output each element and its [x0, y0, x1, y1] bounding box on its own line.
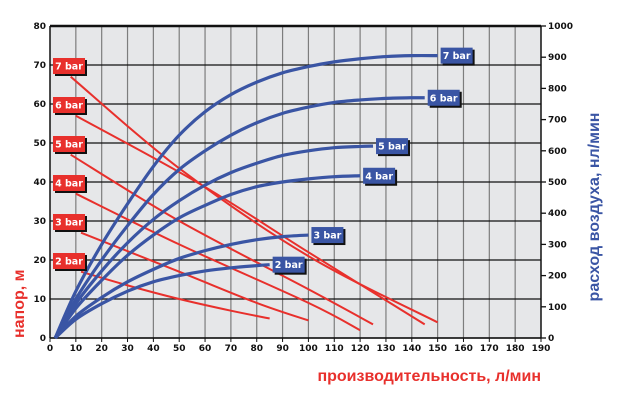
x-tick-label: 180 — [506, 344, 525, 354]
label-box — [53, 58, 85, 74]
x-tick-label: 10 — [70, 344, 83, 354]
label-text: 2 bar — [55, 257, 83, 268]
label-text: 5 bar — [55, 140, 83, 151]
x-tick-label: 60 — [199, 344, 212, 354]
air-curve-3-bar — [53, 233, 309, 340]
y2-tick-label: 400 — [548, 209, 567, 219]
x-tick-label: 90 — [276, 344, 289, 354]
y2-tick-label: 900 — [548, 53, 567, 63]
x-tick-label: 30 — [121, 344, 134, 354]
x-tick-label: 70 — [225, 344, 238, 354]
label-box — [311, 227, 344, 244]
label-text: 6 bar — [430, 93, 458, 104]
label-text: 5 bar — [378, 142, 406, 153]
air-label-6-bar: 6 bar — [427, 89, 462, 108]
y-tick-label: 60 — [33, 100, 46, 110]
y2-tick-label: 800 — [548, 84, 567, 94]
label-text: 4 bar — [55, 179, 83, 190]
air-label-2-bar: 2 bar — [272, 256, 307, 275]
y-axis-title: напор, м — [11, 270, 28, 339]
x-tick-label: 0 — [47, 344, 53, 354]
label-text: 7 bar — [55, 62, 83, 73]
y2-tick-label: 0 — [548, 334, 554, 344]
x-tick-label: 80 — [250, 344, 263, 354]
label-box — [53, 214, 85, 230]
head-curve-7-bar — [70, 75, 439, 324]
x-tick-label: 20 — [95, 344, 108, 354]
head-label-3-bar: 3 bar — [53, 214, 87, 232]
head-label-4-bar: 4 bar — [53, 175, 87, 193]
y-tick-label: 70 — [33, 61, 46, 71]
axes: 0 10 20 30 40 50 60 70 80 90 100 110 120 130 140 150 160… — [33, 22, 573, 354]
label-box — [53, 97, 85, 113]
air-label-7-bar: 7 bar — [440, 47, 475, 66]
y-tick-label: 50 — [33, 139, 46, 149]
y2-tick-label: 700 — [548, 116, 567, 126]
x-tick-label: 110 — [325, 344, 344, 354]
x-tick-label: 130 — [377, 344, 396, 354]
label-box — [440, 47, 473, 64]
y2-tick-label: 600 — [548, 147, 567, 157]
label-text: 7 bar — [443, 51, 471, 62]
label-text: 6 bar — [55, 101, 83, 112]
head-label-5-bar: 5 bar — [53, 136, 87, 154]
y2-tick-label: 300 — [548, 240, 567, 250]
y2-tick-label: 200 — [548, 272, 567, 282]
air-curve-2-bar — [54, 263, 270, 340]
air-label-5-bar: 5 bar — [376, 138, 411, 157]
label-text: 3 bar — [55, 218, 83, 229]
y2-axis-title: расход воздуха, нл/мин — [586, 113, 603, 302]
x-tick-label: 50 — [173, 344, 186, 354]
label-box — [272, 256, 305, 273]
label-box — [363, 167, 396, 184]
x-axis-title: производительность, л/мин — [317, 368, 541, 385]
y-tick-label: 80 — [33, 22, 46, 32]
y-tick-label: 20 — [33, 256, 46, 266]
head-curve-5-bar — [70, 153, 374, 326]
x-tick-label: 100 — [299, 344, 318, 354]
air-label-3-bar: 3 bar — [311, 227, 346, 246]
x-tick-label: 40 — [147, 344, 160, 354]
air-curve-7-bar — [53, 53, 438, 339]
x-tick-label: 160 — [454, 344, 473, 354]
head-curve-3-bar — [80, 231, 309, 322]
y2-tick-label: 1000 — [548, 22, 573, 32]
x-tick-label: 190 — [532, 344, 551, 354]
label-box — [53, 175, 85, 191]
y-tick-label: 0 — [40, 334, 46, 344]
y2-tick-label: 100 — [548, 303, 567, 313]
head-curve-6-bar — [75, 114, 426, 326]
head-label-6-bar: 6 bar — [53, 97, 87, 115]
head-curve-2-bar — [80, 270, 270, 320]
label-text: 3 bar — [314, 231, 342, 242]
air-series-group — [53, 53, 438, 340]
x-tick-label: 170 — [480, 344, 499, 354]
y-tick-label: 30 — [33, 217, 46, 227]
head-label-2-bar: 2 bar — [53, 253, 87, 271]
air-curve-6-bar — [53, 96, 425, 339]
label-text: 4 bar — [365, 171, 393, 182]
air-label-4-bar: 4 bar — [363, 167, 398, 186]
label-box — [53, 136, 85, 152]
head-label-7-bar: 7 bar — [53, 58, 87, 76]
air-curve-5-bar — [53, 144, 374, 339]
y-tick-label: 10 — [33, 295, 46, 305]
series-labels: 7 bar 6 bar 5 bar 4 bar 3 bar 2 bar 7 bar 6 bar… — [53, 47, 475, 275]
label-text: 2 bar — [275, 260, 303, 271]
label-box — [427, 89, 460, 106]
label-box — [376, 138, 409, 155]
y2-tick-label: 500 — [548, 178, 567, 188]
x-tick-label: 140 — [402, 344, 421, 354]
x-tick-label: 120 — [351, 344, 370, 354]
label-box — [53, 253, 85, 269]
x-tick-label: 150 — [428, 344, 447, 354]
y-tick-label: 40 — [33, 178, 46, 188]
air-curve-4-bar — [53, 174, 361, 339]
